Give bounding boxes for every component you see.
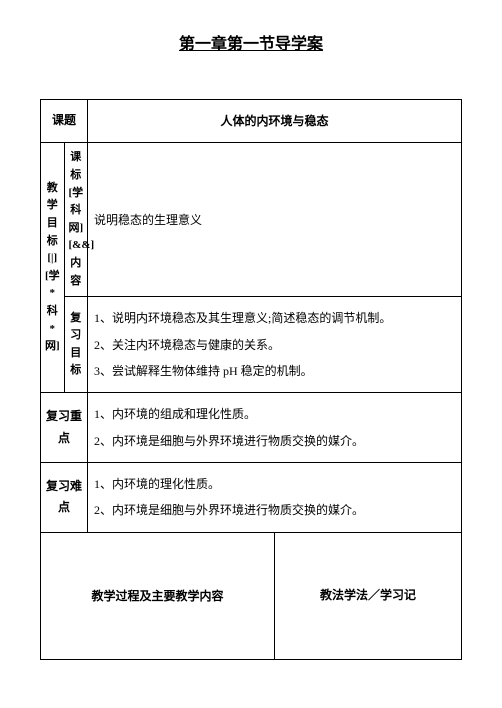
content-review-goals: 1、说明内环境稳态及其生理意义;简述稳态的调节机制。 2、关注内环境稳态与健康的… bbox=[88, 297, 462, 393]
content-topic: 人体的内环境与稳态 bbox=[88, 100, 462, 143]
goal-line-3: 3、尝试解释生物体维持 pH 稳定的机制。 bbox=[94, 358, 455, 384]
content-key-points: 1、内环境的组成和理化性质。 2、内环境是细胞与外界环境进行物质交换的媒介。 bbox=[88, 393, 462, 463]
difficulty-line-1: 1、内环境的理化性质。 bbox=[94, 471, 455, 497]
difficulty-line-2: 2、内环境是细胞与外界环境进行物质交换的媒介。 bbox=[94, 497, 455, 523]
row-difficulties: 复习难点 1、内环境的理化性质。 2、内环境是细胞与外界环境进行物质交换的媒介。 bbox=[41, 463, 462, 533]
goal-line-1: 1、说明内环境稳态及其生理意义;简述稳态的调节机制。 bbox=[94, 305, 455, 331]
content-standard: 说明稳态的生理意义 bbox=[88, 143, 462, 297]
sublabel-standard: 课标[学科网][&&]内容 bbox=[64, 143, 88, 297]
row-topic: 课题 人体的内环境与稳态 bbox=[41, 100, 462, 143]
keypoint-line-2: 2、内环境是细胞与外界环境进行物质交换的媒介。 bbox=[94, 428, 455, 454]
keypoint-line-1: 1、内环境的组成和理化性质。 bbox=[94, 401, 455, 427]
label-process: 教学过程及主要教学内容 bbox=[41, 532, 275, 659]
sublabel-review-goals: 复习目标 bbox=[64, 297, 88, 393]
content-difficulties: 1、内环境的理化性质。 2、内环境是细胞与外界环境进行物质交换的媒介。 bbox=[88, 463, 462, 533]
page-title: 第一章第一节导学案 bbox=[40, 30, 462, 54]
row-process: 教学过程及主要教学内容 教法学法／学习记 bbox=[41, 532, 462, 659]
label-difficulties: 复习难点 bbox=[41, 463, 88, 533]
label-topic: 课题 bbox=[41, 100, 88, 143]
label-key-points: 复习重点 bbox=[41, 393, 88, 463]
goal-line-2: 2、关注内环境稳态与健康的关系。 bbox=[94, 332, 455, 358]
lesson-plan-table: 课题 人体的内环境与稳态 教学目标[|][学*科*网] 课标[学科网][&&]内… bbox=[40, 99, 462, 660]
row-key-points: 复习重点 1、内环境的组成和理化性质。 2、内环境是细胞与外界环境进行物质交换的… bbox=[41, 393, 462, 463]
row-review-goals: 复习目标 1、说明内环境稳态及其生理意义;简述稳态的调节机制。 2、关注内环境稳… bbox=[41, 297, 462, 393]
label-methods: 教法学法／学习记 bbox=[275, 532, 462, 659]
row-standard: 教学目标[|][学*科*网] 课标[学科网][&&]内容 说明稳态的生理意义 bbox=[41, 143, 462, 297]
label-objectives: 教学目标[|][学*科*网] bbox=[41, 143, 65, 393]
